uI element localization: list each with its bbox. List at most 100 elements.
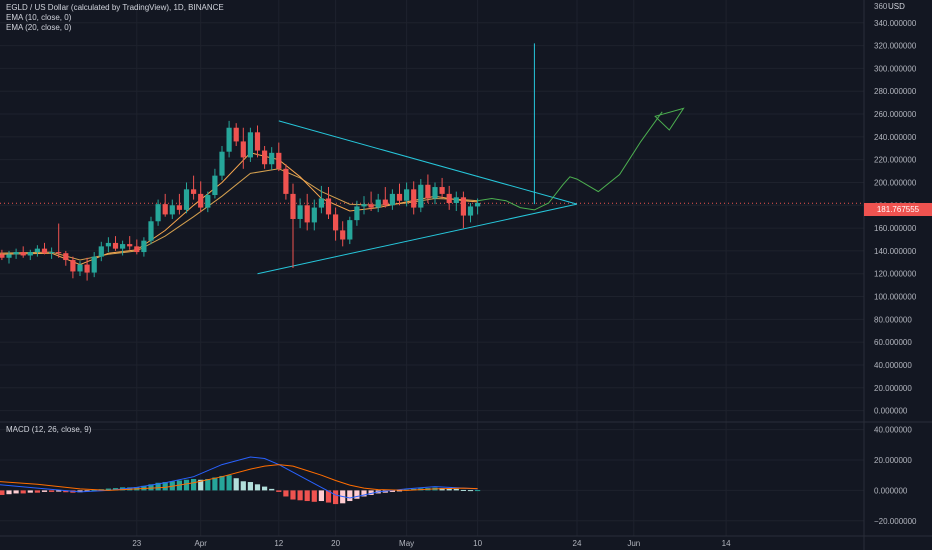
time-tick-label[interactable]: Apr (194, 539, 207, 548)
triangle-upper-trendline[interactable] (278, 120, 578, 205)
candle[interactable] (212, 168, 218, 199)
candle[interactable] (333, 207, 339, 241)
candle[interactable] (340, 221, 346, 247)
time-tick-label[interactable]: Jun (627, 539, 640, 548)
candle[interactable] (467, 203, 474, 223)
candle[interactable] (453, 191, 459, 211)
candle[interactable] (475, 198, 481, 215)
price-tick-label[interactable]: 60.000000 (874, 338, 912, 347)
price-tick-label[interactable]: 260.000000 (874, 110, 917, 119)
candle[interactable] (375, 193, 381, 213)
time-tick-label[interactable]: 14 (722, 539, 731, 548)
candle[interactable] (176, 193, 182, 215)
price-tick-label[interactable]: 160.000000 (874, 224, 917, 233)
candle[interactable] (226, 120, 232, 158)
candle[interactable] (240, 127, 246, 169)
macd-tick-label[interactable]: −20.000000 (874, 517, 917, 526)
candle[interactable] (425, 174, 431, 204)
price-tick-label[interactable]: 140.000000 (874, 247, 917, 256)
price-tick-label[interactable]: 20.000000 (874, 384, 912, 393)
candle[interactable] (84, 257, 90, 281)
time-tick-label[interactable]: 20 (331, 539, 340, 548)
macd-legend[interactable]: MACD (12, 26, close, 9) (6, 425, 92, 434)
candle[interactable] (205, 191, 211, 213)
price-tick-label[interactable]: 220.000000 (874, 156, 917, 165)
candle[interactable] (134, 239, 140, 255)
candle[interactable] (148, 216, 154, 245)
axes[interactable]: 0.000000 20.000000 40.000000 60.000000 80.00… (0, 2, 917, 548)
candle[interactable] (141, 237, 147, 257)
candle[interactable] (183, 182, 190, 214)
currency-label[interactable]: USD (888, 2, 905, 11)
time-tick-label[interactable]: May (399, 539, 414, 548)
candle[interactable] (311, 199, 317, 231)
candle[interactable] (63, 250, 69, 266)
candle[interactable] (382, 187, 388, 208)
candle[interactable] (254, 125, 261, 158)
candle[interactable] (439, 177, 445, 199)
candle[interactable] (13, 248, 19, 259)
candle[interactable] (162, 193, 168, 217)
time-tick-label[interactable]: 23 (132, 539, 141, 548)
candle[interactable] (105, 237, 111, 253)
ema10-legend[interactable]: EMA (10, close, 0) (6, 13, 72, 22)
price-tick-label[interactable]: 240.000000 (874, 133, 917, 142)
candle[interactable] (20, 246, 26, 258)
candle[interactable] (361, 196, 367, 215)
price-tick-label[interactable]: 40.000000 (874, 361, 912, 370)
candle[interactable] (219, 145, 225, 181)
candle[interactable] (262, 145, 268, 169)
time-tick-label[interactable]: 12 (274, 539, 283, 548)
candle[interactable] (389, 189, 395, 210)
candle[interactable] (247, 127, 253, 162)
candle[interactable] (460, 191, 466, 229)
candles[interactable] (0, 120, 481, 281)
candle[interactable] (297, 198, 303, 229)
time-tick-label[interactable]: 24 (573, 539, 582, 548)
candle[interactable] (304, 193, 310, 231)
candle[interactable] (27, 249, 33, 261)
price-tick-label[interactable]: 340.000000 (874, 19, 917, 28)
candle[interactable] (0, 249, 5, 261)
candle[interactable] (396, 183, 403, 206)
symbol-title[interactable]: EGLD / US Dollar (calculated by TradingV… (6, 3, 224, 12)
candle[interactable] (368, 191, 374, 211)
candle[interactable] (127, 236, 133, 250)
ema20-legend[interactable]: EMA (20, close, 0) (6, 23, 72, 32)
candle[interactable] (49, 247, 55, 259)
candle[interactable] (56, 223, 62, 258)
price-tick-label[interactable]: 0.000000 (874, 407, 908, 416)
price-tick-label[interactable]: 300.000000 (874, 64, 917, 73)
candle[interactable] (446, 185, 452, 210)
price-tick-label-top[interactable]: 360 (874, 2, 888, 11)
candle[interactable] (34, 245, 40, 257)
macd-tick-label[interactable]: 20.000000 (874, 456, 912, 465)
candle[interactable] (411, 181, 417, 215)
price-tick-label[interactable]: 100.000000 (874, 293, 917, 302)
price-tick-label[interactable]: 80.000000 (874, 315, 912, 324)
drawings[interactable] (257, 43, 685, 275)
candle[interactable] (120, 240, 126, 256)
candle[interactable] (404, 182, 410, 207)
macd-tick-label[interactable]: 40.000000 (874, 426, 912, 435)
triangle-lower-trendline[interactable] (257, 203, 578, 275)
candle[interactable] (233, 123, 239, 146)
candle[interactable] (77, 261, 83, 277)
candle[interactable] (169, 199, 175, 219)
candle[interactable] (6, 250, 12, 264)
macd-tick-label[interactable]: 0.000000 (874, 486, 908, 495)
price-tick-label[interactable]: 320.000000 (874, 42, 917, 51)
candle[interactable] (318, 185, 324, 214)
candle[interactable] (354, 200, 360, 226)
candle[interactable] (70, 256, 76, 279)
candle[interactable] (91, 252, 97, 278)
candle[interactable] (191, 175, 197, 200)
projection-path[interactable] (477, 111, 663, 211)
candle[interactable] (325, 187, 332, 219)
candle[interactable] (41, 242, 48, 255)
macd-pane[interactable] (0, 456, 481, 505)
candle[interactable] (98, 241, 104, 262)
candle[interactable] (155, 199, 161, 226)
time-tick-label[interactable]: 10 (473, 539, 482, 548)
